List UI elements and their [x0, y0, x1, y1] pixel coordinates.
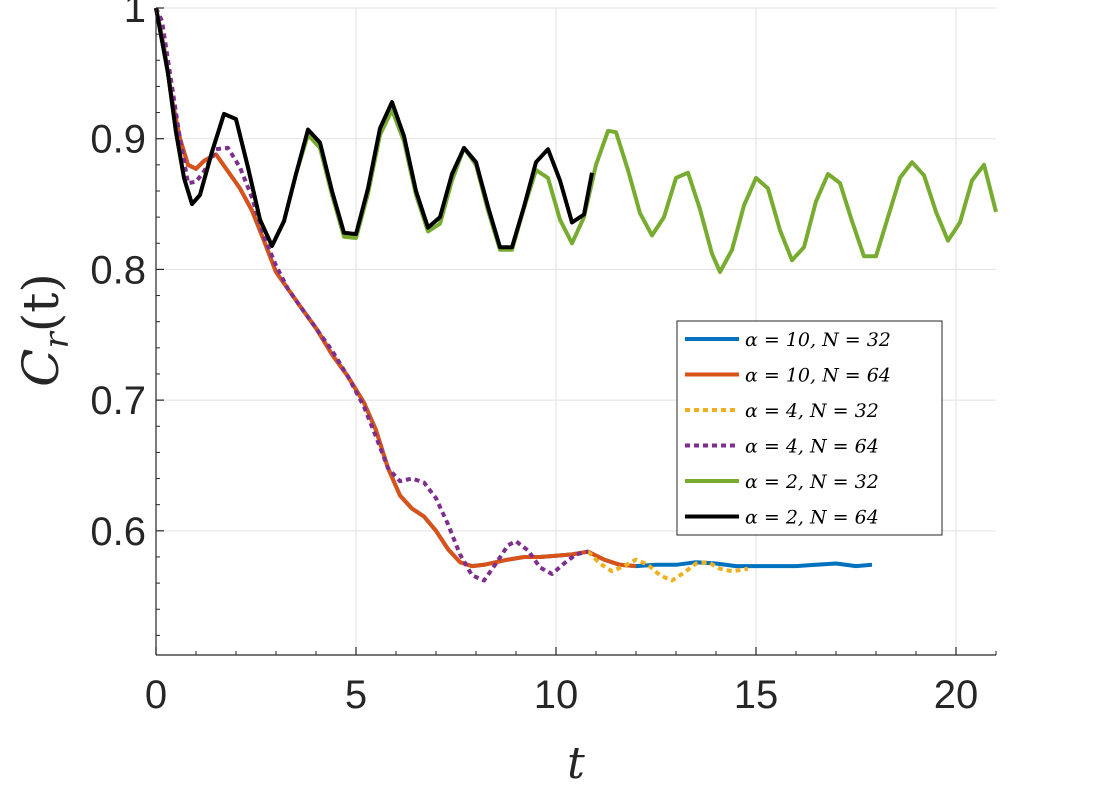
y-axis-label-arg: (t) [12, 273, 70, 332]
y-tick-label: 0.6 [90, 510, 146, 554]
series-line-3 [586, 550, 749, 583]
x-tick-label: 5 [345, 673, 367, 717]
series-line-6 [154, 7, 594, 250]
y-axis-label-sub: r [37, 331, 77, 349]
series-lines [154, 7, 998, 583]
legend-label: α = 2, N = 64 [745, 507, 879, 529]
svg-text:Cr(t): Cr(t) [12, 273, 77, 387]
legend-box [676, 320, 943, 536]
axes [155, 7, 997, 656]
legend-label: α = 2, N = 32 [745, 471, 879, 493]
y-axis-label-main: C [12, 349, 70, 387]
legend: α = 10, N = 32 α = 10, N = 64 α = 4, N = 3… [676, 320, 943, 536]
legend-label: α = 10, N = 32 [745, 329, 891, 351]
y-tick-label: 0.9 [90, 118, 146, 162]
legend-label: α = 4, N = 64 [745, 436, 879, 458]
x-tick-label: 15 [734, 673, 779, 717]
y-tick-label: 0.7 [90, 379, 146, 423]
tick-labels: 0 5 10 15 20 0.6 0.7 0.8 0.9 1 [90, 0, 978, 717]
x-tick-label: 10 [534, 673, 579, 717]
y-axis-label: Cr(t) [12, 273, 77, 387]
y-tick-label: 1 [124, 0, 146, 31]
legend-label: α = 10, N = 64 [745, 365, 891, 387]
y-tick-label: 0.8 [90, 248, 146, 292]
x-tick-label: 20 [934, 673, 979, 717]
x-axis-label: t [567, 738, 585, 789]
series-line-4 [154, 7, 589, 583]
x-tick-label: 0 [145, 673, 167, 717]
legend-label: α = 4, N = 32 [745, 400, 879, 422]
